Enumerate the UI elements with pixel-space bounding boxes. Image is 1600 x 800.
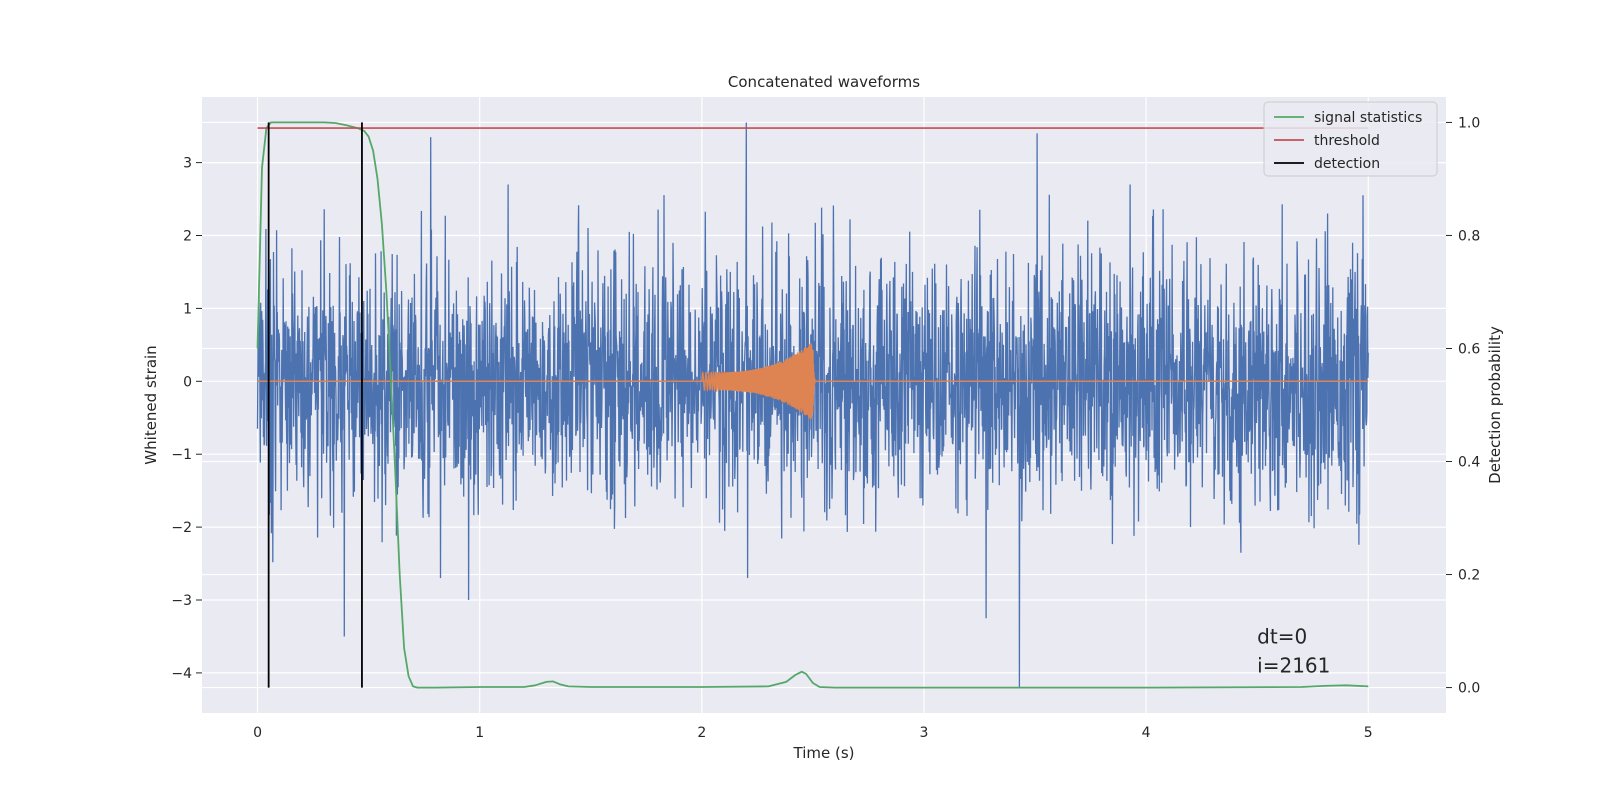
y2-tick-label: 0.6 [1458,341,1480,357]
y2-axis-label: Detection probability [1486,326,1504,484]
y-tick-label: −4 [171,666,192,682]
legend: signal statistics threshold detection [1263,101,1438,177]
y-tick-label: 2 [183,229,192,245]
y2-tick-label: 1.0 [1458,115,1480,131]
annotation-line: dt=0 [1257,625,1307,649]
ticks: 0 1 2 3 4 5 −4 −3 −2 −1 0 1 2 3 0.0 0.2 0.4 0.6 0.8 1.0 [171,115,1480,741]
y-tick-label: −1 [171,447,192,463]
y-tick-label: −2 [171,520,192,536]
y2-tick-label: 0.2 [1458,568,1480,584]
y2-tick-label: 0.0 [1458,681,1480,697]
signal-statistics-line [256,121,1369,689]
x-tick-label: 3 [920,725,929,741]
chirp-series [701,343,816,420]
chart-title: Concatenated waveforms [728,73,920,91]
legend-label: detection [1314,156,1380,172]
x-tick-label: 5 [1364,725,1373,741]
x-tick-label: 2 [697,725,706,741]
y-tick-label: 0 [183,374,192,390]
x-axis-label: Time (s) [793,744,855,762]
annotation-line: i=2161 [1257,654,1330,678]
legend-frame [1263,101,1438,177]
legend-label: signal statistics [1314,110,1422,126]
x-tick-label: 1 [475,725,484,741]
y-tick-label: −3 [171,593,192,609]
series-layer [256,121,1369,689]
legend-label: threshold [1314,133,1380,149]
x-tick-label: 4 [1142,725,1151,741]
y2-tick-label: 0.8 [1458,228,1480,244]
y-tick-label: 3 [183,156,192,172]
x-tick-label: 0 [253,725,262,741]
y2-tick-label: 0.4 [1458,455,1480,471]
y-tick-label: 1 [183,301,192,317]
annotation: dt=0 i=2161 [1257,625,1330,678]
y-axis-label: Whitened strain [142,345,160,464]
